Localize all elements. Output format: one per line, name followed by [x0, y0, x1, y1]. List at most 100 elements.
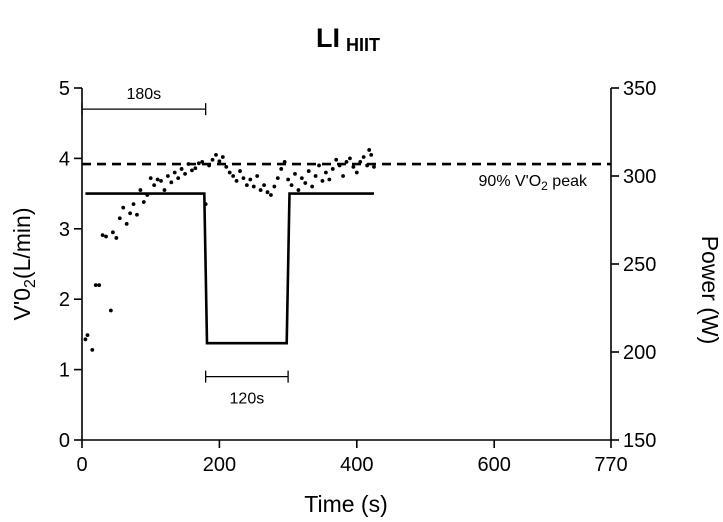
vo2-point — [90, 347, 95, 352]
vo2-point — [299, 176, 304, 181]
y-tick-label-left: 0 — [59, 430, 70, 452]
vo2-point — [238, 169, 242, 173]
y-tick-label-left: 3 — [59, 219, 70, 241]
vo2-point — [124, 221, 129, 226]
y-axis-title-suffix: (L/min) — [9, 208, 35, 280]
x-axis-title: Time (s) — [304, 491, 387, 517]
vo2-point — [272, 184, 277, 189]
vo2-point — [117, 216, 122, 221]
x-ticks: 0 200 400 600 770 — [76, 440, 628, 476]
y-tick-label-left: 4 — [59, 148, 70, 170]
vo2-point — [334, 157, 339, 162]
x-tick-label: 200 — [203, 454, 236, 476]
vo2-point — [220, 155, 225, 159]
y-tick-label-right: 250 — [623, 254, 656, 276]
vo2-point — [217, 159, 222, 164]
vo2-point — [162, 188, 167, 192]
vo2-point — [83, 337, 88, 342]
vo2-point — [97, 283, 102, 288]
vo2-point — [193, 166, 198, 171]
vo2-point — [354, 170, 359, 175]
power-step-line — [85, 192, 374, 345]
vo2-point — [351, 164, 356, 169]
vo2-point — [320, 179, 325, 183]
ref-label-prefix: 90% V'O — [479, 173, 542, 190]
vo2-point — [224, 164, 229, 169]
vo2-point — [231, 174, 236, 178]
vo2-point — [93, 283, 98, 288]
x-tick-label: 0 — [76, 454, 87, 476]
x-tick-label: 400 — [340, 454, 373, 476]
vo2-point — [141, 200, 146, 204]
vo2-point — [348, 156, 352, 161]
y-tick-label-left: 5 — [59, 78, 70, 100]
ref-label-sub: 2 — [541, 179, 548, 193]
y-tick-label-left: 2 — [59, 289, 70, 311]
vo2-point — [341, 174, 345, 178]
vo2-point — [214, 152, 218, 157]
vo2-point — [138, 188, 143, 192]
chart-title: LI HIIT — [316, 23, 380, 55]
vo2-point — [100, 233, 105, 238]
y-tick-label-right: 350 — [623, 78, 656, 100]
vo2-point — [210, 157, 215, 162]
y-axis-title-left: V'02(L/min) — [9, 208, 39, 321]
vo2-point — [369, 152, 374, 157]
vo2-point — [85, 333, 90, 338]
vo2-point — [131, 202, 136, 207]
vo2-point — [176, 176, 181, 181]
vo2-point — [296, 188, 301, 192]
vo2-point — [327, 177, 332, 182]
x-tick-label: 600 — [478, 454, 511, 476]
vo2-point — [323, 170, 328, 175]
vo2-point — [128, 211, 132, 216]
vo2-point — [135, 212, 139, 217]
vo2-point — [104, 234, 108, 239]
bracket-label: 120s — [230, 391, 265, 408]
vo2-point — [275, 176, 280, 181]
vo2-point — [286, 177, 291, 182]
x-tick-label: 770 — [594, 454, 627, 476]
y-tick-label-left: 1 — [59, 360, 70, 382]
vo2-point — [152, 183, 157, 188]
vo2-point — [279, 167, 284, 171]
vo2-point — [234, 179, 239, 183]
y-tick-label-right: 300 — [623, 166, 656, 188]
vo2-point — [159, 179, 163, 183]
vo2-point — [251, 184, 256, 189]
vo2-point — [148, 176, 153, 181]
y-ticks-right: 150 200 250 300 350 — [611, 78, 656, 452]
vo2-point — [289, 183, 294, 188]
vo2-point — [367, 148, 372, 152]
vo2-point — [310, 184, 315, 189]
vo2-point — [306, 169, 311, 173]
chart-title-main: LI — [316, 23, 340, 53]
bracket-label: 180s — [126, 86, 161, 103]
vo2-point — [372, 164, 376, 169]
vo2-point — [108, 308, 113, 313]
vo2-point — [269, 193, 273, 197]
vo2-point — [111, 230, 115, 235]
vo2-peak-reference-label: 90% V'O2 peak — [479, 173, 588, 193]
vo2-point — [361, 155, 366, 159]
vo2-point — [313, 174, 318, 178]
vo2-point — [317, 163, 321, 168]
vo2-point — [227, 170, 232, 175]
vo2-point — [155, 177, 160, 182]
vo2-point — [293, 171, 297, 176]
vo2-point — [121, 205, 126, 210]
vo2-point — [179, 167, 184, 171]
y-ticks-left: 0 1 2 3 4 5 — [59, 78, 82, 452]
vo2-point — [190, 168, 194, 173]
vo2-point — [303, 181, 308, 185]
vo2-point — [165, 174, 170, 178]
vo2-point — [248, 177, 253, 182]
y-axis-title-sub: 2 — [22, 279, 39, 288]
y-tick-label-right: 150 — [623, 430, 656, 452]
vo2-point — [241, 176, 246, 181]
vo2-point — [114, 236, 119, 240]
vo2-point — [262, 183, 266, 188]
vo2-point — [196, 161, 201, 166]
ref-label-suffix: peak — [548, 173, 588, 190]
